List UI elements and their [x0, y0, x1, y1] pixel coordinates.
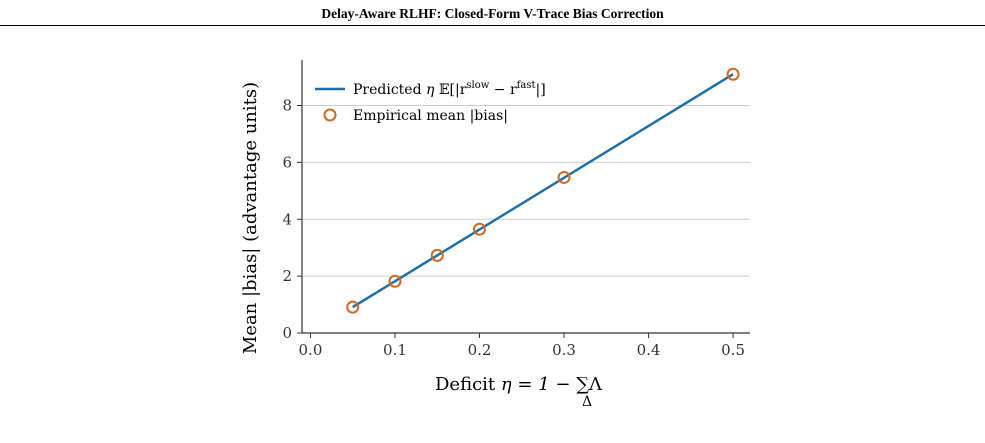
bias-chart: 0 2 4 6 8 0.0 0.1 0.2 0.3 0.4 0.5 Mean |bias| (adv…	[240, 60, 750, 410]
y-tick-label-0: 0	[282, 324, 292, 342]
empirical-series	[346, 67, 740, 314]
grid-lines	[302, 105, 750, 277]
predicted-line	[352, 73, 734, 309]
empirical-point-3	[473, 222, 487, 236]
empirical-point-4	[557, 170, 571, 184]
legend-marker-swatch	[323, 108, 337, 122]
empirical-point-5	[726, 67, 740, 81]
x-tick-label-1: 0.1	[383, 341, 407, 359]
x-tick-label-2: 0.2	[468, 341, 492, 359]
x-tick-label-3: 0.3	[552, 341, 576, 359]
figure-caption	[0, 425, 985, 443]
x-axis-label: Deficit η = 1 − ∑Λ	[435, 374, 603, 395]
y-tick-label-6: 6	[282, 153, 292, 171]
y-tick-label-4: 4	[282, 210, 292, 228]
empirical-point-1	[388, 274, 402, 288]
x-tick-label-0: 0.0	[299, 341, 323, 359]
page-title: Delay-Aware RLHF: Closed-Form V-Trace Bi…	[321, 6, 664, 21]
y-axis-label: Mean |bias| (advantage units)	[240, 82, 261, 354]
empirical-point-2	[430, 248, 444, 262]
title-rule	[0, 25, 985, 26]
predicted-series	[352, 73, 734, 309]
x-tick-label-4: 0.4	[637, 341, 661, 359]
x-axis-label-subscript: Δ	[582, 394, 592, 410]
axes	[301, 60, 750, 334]
y-tick-label-2: 2	[282, 267, 292, 285]
ticks: 0 2 4 6 8 0.0 0.1 0.2 0.3 0.4 0.5	[282, 97, 745, 360]
legend-label-empirical: Empirical mean |bias|	[353, 108, 508, 124]
legend-label-predicted: Predicted η 𝔼[|rslow − rfast|]	[353, 80, 546, 98]
x-tick-label-5: 0.5	[721, 341, 745, 359]
legend: Predicted η 𝔼[|rslow − rfast|] Empirical…	[315, 80, 546, 124]
empirical-point-0	[346, 300, 360, 314]
y-tick-label-8: 8	[282, 97, 292, 115]
